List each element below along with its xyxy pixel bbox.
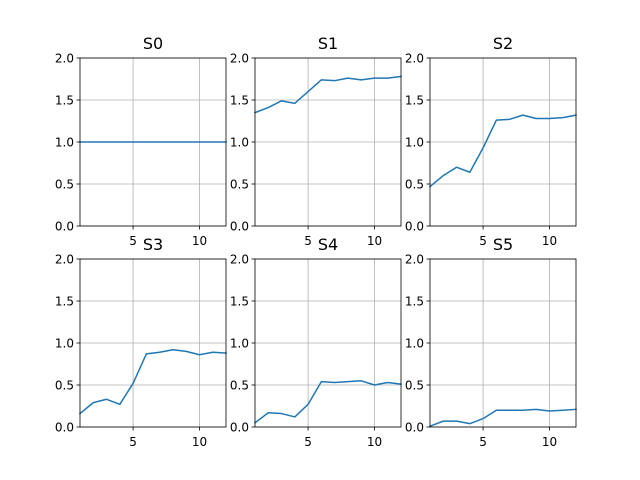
y-tick-label: 1.0 [230,336,249,350]
chart-title: S1 [318,34,338,53]
x-tick-label: 10 [542,234,557,248]
y-tick-label: 1.5 [230,294,249,308]
y-tick-label: 2.0 [405,51,424,65]
y-tick-label: 0.5 [55,378,74,392]
subplot-s5: 0.0 0.5 1.0 1.5 2.0 5 10 [405,252,577,449]
x-tick-label: 10 [192,435,207,449]
series-line [253,380,402,424]
x-tick-label: 10 [542,435,557,449]
subplot-s4: 0.0 0.5 1.0 1.5 2.0 5 10 [230,252,402,449]
y-tick-label: 2.0 [230,51,249,65]
x-tick-label: 10 [367,435,382,449]
chart-title: S0 [143,34,163,53]
chart-title: S4 [318,235,338,254]
y-tick-label: 2.0 [55,51,74,65]
y-tick-label: 0.0 [405,420,424,434]
y-tick-label: 0.0 [230,219,249,233]
series-line [254,75,402,114]
x-tick-label: 5 [479,234,487,248]
y-tick-label: 2.0 [55,252,74,266]
chart-title: S5 [493,235,513,254]
series-line [78,348,227,415]
series-line [428,114,577,188]
subplot-s0: 0.0 0.5 1.0 1.5 2.0 5 10 [55,51,227,248]
y-tick-label: 1.5 [55,294,74,308]
x-tick-label: 5 [479,435,487,449]
y-tick-label: 1.0 [55,336,74,350]
y-tick-label: 0.5 [55,177,74,191]
y-tick-label: 0.0 [55,420,74,434]
subplot-s2: 0.0 0.5 1.0 1.5 2.0 5 10 [405,51,577,248]
y-tick-label: 0.0 [230,420,249,434]
x-tick-label: 5 [304,435,312,449]
y-tick-label: 1.5 [230,93,249,107]
y-tick-label: 1.0 [55,135,74,149]
y-tick-label: 1.0 [230,135,249,149]
chart-title: S2 [493,34,513,53]
y-tick-label: 1.0 [405,336,424,350]
y-tick-label: 1.5 [405,93,424,107]
y-tick-label: 0.5 [405,378,424,392]
y-tick-label: 2.0 [230,252,249,266]
series-line [429,408,577,428]
y-tick-label: 0.5 [230,177,249,191]
x-tick-label: 5 [304,234,312,248]
y-tick-label: 1.0 [405,135,424,149]
y-tick-label: 0.5 [405,177,424,191]
y-tick-label: 0.0 [55,219,74,233]
y-tick-label: 0.5 [230,378,249,392]
y-tick-label: 1.5 [55,93,74,107]
x-tick-label: 5 [129,234,137,248]
x-tick-label: 10 [192,234,207,248]
y-tick-label: 2.0 [405,252,424,266]
x-tick-label: 5 [129,435,137,449]
subplot-s3: 0.0 0.5 1.0 1.5 2.0 5 10 [55,252,227,449]
x-tick-label: 10 [367,234,382,248]
chart-title: S3 [143,235,163,254]
y-tick-label: 1.5 [405,294,424,308]
subplot-s1: 0.0 0.5 1.0 1.5 2.0 5 10 [230,51,402,248]
y-tick-label: 0.0 [405,219,424,233]
